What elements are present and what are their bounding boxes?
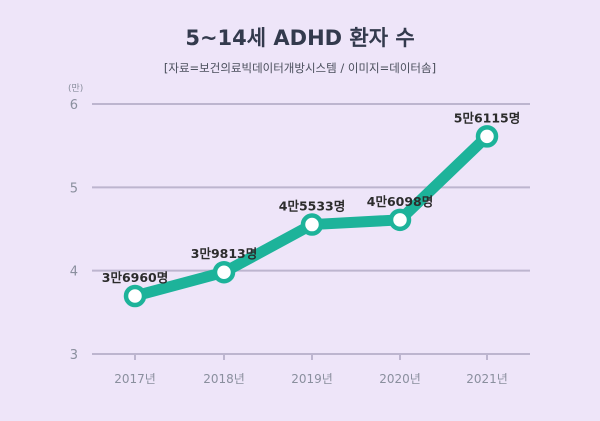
x-tick-label: 2021년 xyxy=(466,372,508,386)
chart-title: 5~14세 ADHD 환자 수 xyxy=(185,26,415,50)
y-tick-label: 5 xyxy=(70,181,78,196)
data-point xyxy=(300,213,324,236)
series-layer xyxy=(123,125,499,308)
y-axis-ticks: 3 4 5 6 xyxy=(70,98,78,363)
y-tick-label: 4 xyxy=(70,265,78,280)
data-label: 3만6960명 xyxy=(102,270,169,285)
x-tick-label: 2020년 xyxy=(379,372,421,386)
x-tick-label: 2018년 xyxy=(203,372,245,386)
data-labels: 3만6960명 3만9813명 4만5533명 4만6098명 5만6115명 xyxy=(102,110,521,285)
y-axis-unit-label: (만) xyxy=(68,83,83,94)
data-point xyxy=(388,208,412,232)
data-label: 4만5533명 xyxy=(279,199,346,214)
data-point xyxy=(123,284,147,308)
chart-source: [자료=보건의료빅데이터개방시스템 / 이미지=데이터솜] xyxy=(163,61,437,75)
data-point xyxy=(212,260,236,284)
data-label: 5만6115명 xyxy=(454,110,521,125)
y-tick-label: 6 xyxy=(70,98,78,113)
y-tick-label: 3 xyxy=(70,348,78,363)
x-tick-label: 2019년 xyxy=(291,372,333,386)
data-point xyxy=(475,125,499,148)
x-tick-label: 2017년 xyxy=(114,372,156,386)
data-label: 4만6098명 xyxy=(367,194,434,209)
x-axis-ticks: 2017년 2018년 2019년 2020년 2021년 xyxy=(114,354,508,386)
data-label: 3만9813명 xyxy=(191,246,258,261)
